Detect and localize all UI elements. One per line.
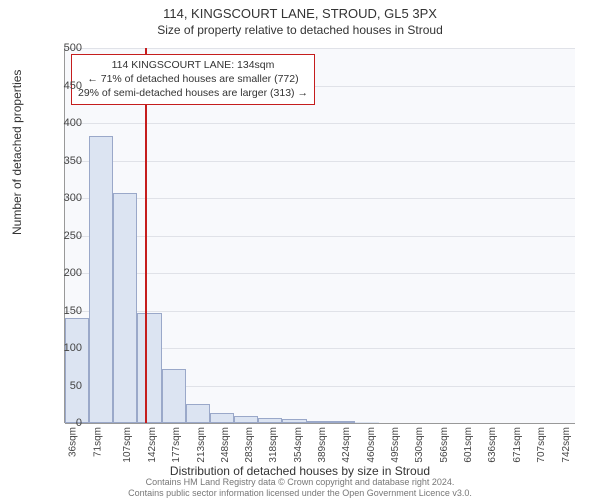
gridline [65,236,575,237]
gridline [65,48,575,49]
footnote: Contains HM Land Registry data © Crown c… [0,477,600,499]
histogram-bar [89,136,113,423]
histogram-bar [210,413,234,424]
y-tick-label: 450 [42,80,82,92]
callout-line-1: 114 KINGSCOURT LANE: 134sqm [78,58,308,72]
histogram-bar [162,369,186,423]
histogram-bar [65,318,89,423]
y-tick-label: 500 [42,42,82,54]
y-tick-label: 100 [42,342,82,354]
histogram-bar [137,313,161,423]
histogram-bar [186,404,210,423]
gridline [65,123,575,124]
x-axis-line [65,423,575,424]
title-block: 114, KINGSCOURT LANE, STROUD, GL5 3PX Si… [0,0,600,37]
footnote-line-1: Contains HM Land Registry data © Crown c… [0,477,600,488]
y-tick-label: 150 [42,305,82,317]
histogram-chart: 114 KINGSCOURT LANE: 134sqm ← 71% of det… [65,48,575,423]
y-tick-label: 250 [42,230,82,242]
footnote-line-2: Contains public sector information licen… [0,488,600,499]
gridline [65,273,575,274]
callout-line-3: 29% of semi-detached houses are larger (… [78,86,308,100]
x-axis-title: Distribution of detached houses by size … [0,464,600,478]
gridline [65,161,575,162]
callout-line-2: ← 71% of detached houses are smaller (77… [78,72,308,86]
page-title: 114, KINGSCOURT LANE, STROUD, GL5 3PX [0,6,600,21]
y-tick-label: 300 [42,192,82,204]
gridline [65,311,575,312]
y-tick-label: 50 [42,380,82,392]
page-subtitle: Size of property relative to detached ho… [0,23,600,37]
y-tick-label: 200 [42,267,82,279]
histogram-bar [113,193,137,423]
reference-callout: 114 KINGSCOURT LANE: 134sqm ← 71% of det… [71,54,315,105]
y-tick-label: 400 [42,117,82,129]
gridline [65,198,575,199]
y-tick-label: 350 [42,155,82,167]
x-tick-label: 742sqm [561,427,600,463]
histogram-bar [234,416,258,423]
y-axis-title: Number of detached properties [10,70,24,235]
